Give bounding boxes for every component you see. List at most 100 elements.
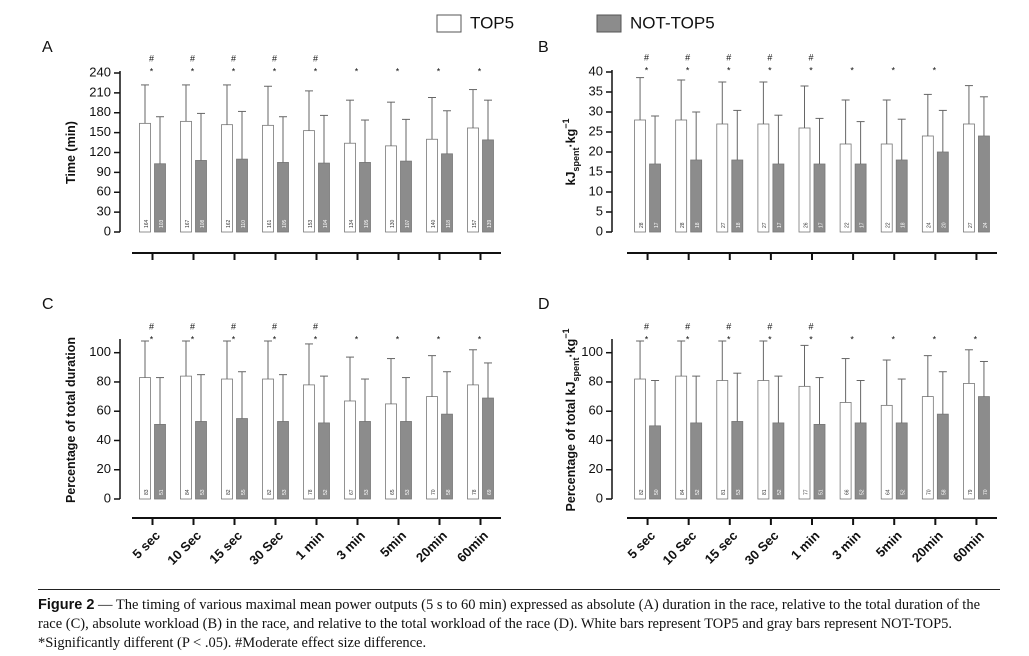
bar-value-label: 18 xyxy=(695,222,701,228)
bar-value-label: 70 xyxy=(983,489,989,495)
y-tick-label: 25 xyxy=(589,123,603,138)
star-mark: * xyxy=(809,334,813,344)
hash-mark: # xyxy=(272,53,277,63)
y-label-part: Percentage of total duration xyxy=(64,337,78,503)
bar-value-label: 27 xyxy=(721,222,727,228)
bar xyxy=(385,403,397,500)
bar xyxy=(221,378,233,500)
star-mark: * xyxy=(727,334,731,344)
y-tick-label: 20 xyxy=(97,461,111,476)
y-label-part: kJ xyxy=(564,172,578,186)
bar-value-label: 161 xyxy=(267,219,273,228)
bar xyxy=(139,122,151,233)
star-mark: * xyxy=(809,65,813,75)
hash-mark: # xyxy=(808,321,813,331)
y-tick-label: 20 xyxy=(589,461,603,476)
bar-value-label: 164 xyxy=(144,219,150,228)
y-tick-label: 0 xyxy=(104,490,111,505)
x-tick-label: 20min xyxy=(413,528,450,565)
bar-value-label: 107 xyxy=(405,219,411,228)
bar-value-label: 27 xyxy=(762,222,768,228)
star-mark: * xyxy=(355,334,359,344)
y-label-part: ·kg xyxy=(564,339,578,358)
y-label-part: spent xyxy=(571,358,581,382)
hash-mark: # xyxy=(149,53,154,63)
hash-mark: # xyxy=(149,321,154,331)
bar-value-label: 27 xyxy=(968,222,974,228)
star-mark: * xyxy=(232,66,236,76)
hash-mark: # xyxy=(190,53,195,63)
star-mark: * xyxy=(645,65,649,75)
star-mark: * xyxy=(645,334,649,344)
bar-value-label: 139 xyxy=(487,219,493,228)
y-tick-label: 20 xyxy=(589,143,603,158)
bar xyxy=(385,145,397,233)
bar-value-label: 17 xyxy=(818,222,824,228)
bar xyxy=(813,163,826,233)
bar xyxy=(195,421,207,500)
x-tick-label: 10 Sec xyxy=(659,528,699,568)
bar xyxy=(813,423,826,500)
bar-value-label: 24 xyxy=(927,222,933,228)
star-mark: * xyxy=(150,334,154,344)
y-tick-label: 15 xyxy=(589,163,603,178)
bar-value-label: 65 xyxy=(390,489,396,495)
bar-value-label: 53 xyxy=(405,489,411,495)
y-tick-label: 40 xyxy=(589,63,603,78)
x-tick-label: 60min xyxy=(454,528,491,565)
y-tick-label: 100 xyxy=(581,344,603,359)
bar-value-label: 84 xyxy=(185,489,191,495)
bar-value-label: 108 xyxy=(200,219,206,228)
star-mark: * xyxy=(478,334,482,344)
y-tick-label: 180 xyxy=(89,104,111,119)
bar xyxy=(359,421,371,500)
x-tick-label: 10 Sec xyxy=(164,528,204,568)
bar xyxy=(344,400,356,500)
hash-mark: # xyxy=(685,321,690,331)
bar xyxy=(482,397,494,500)
bar xyxy=(675,375,688,500)
x-tick-label: 30 Sec xyxy=(246,528,286,568)
bar-value-label: 77 xyxy=(803,489,809,495)
bar-value-label: 105 xyxy=(364,219,370,228)
bar xyxy=(400,421,412,500)
hash-mark: # xyxy=(644,52,649,62)
bar xyxy=(798,385,811,500)
y-tick-label: 0 xyxy=(596,490,603,505)
bar-value-label: 167 xyxy=(185,219,191,228)
bar xyxy=(716,380,729,500)
y-tick-label: 100 xyxy=(89,344,111,359)
star-mark: * xyxy=(355,66,359,76)
panel-letter: A xyxy=(42,39,53,56)
star-mark: * xyxy=(150,66,154,76)
figure: TOP5 NOT-TOP5A0306090120150180210240Time … xyxy=(42,13,997,568)
bar xyxy=(963,383,975,500)
bar xyxy=(344,142,356,233)
bar-value-label: 64 xyxy=(886,489,892,495)
y-label-part: −1 xyxy=(561,119,571,129)
bar-value-label: 53 xyxy=(364,489,370,495)
y-tick-label: 90 xyxy=(97,164,111,179)
star-mark: * xyxy=(933,65,937,75)
bar xyxy=(978,396,990,500)
y-tick-label: 240 xyxy=(89,64,111,79)
bar-value-label: 53 xyxy=(282,489,288,495)
star-mark: * xyxy=(273,334,277,344)
bar xyxy=(839,402,852,500)
bar-value-label: 52 xyxy=(859,489,865,495)
bar xyxy=(731,159,744,233)
y-label-part: Time (min) xyxy=(64,121,78,184)
bar xyxy=(262,378,274,500)
legend-swatch xyxy=(436,14,462,33)
y-tick-label: 0 xyxy=(104,223,111,238)
bar xyxy=(426,138,438,233)
bar-value-label: 162 xyxy=(226,219,232,228)
x-tick-label: 3 min xyxy=(829,528,864,563)
legend-label: NOT-TOP5 xyxy=(630,13,715,32)
bar xyxy=(634,378,646,500)
bar-value-label: 58 xyxy=(942,489,948,495)
y-label-part: spent xyxy=(571,148,581,172)
bar-value-label: 67 xyxy=(349,489,355,495)
caption-rule xyxy=(38,589,1000,590)
x-tick-label: 3 min xyxy=(333,528,368,563)
